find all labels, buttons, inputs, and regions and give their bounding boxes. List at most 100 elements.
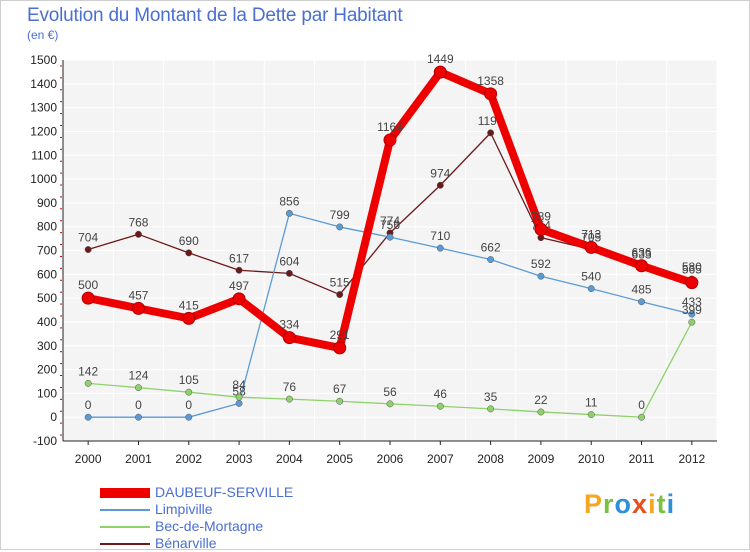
data-label: 0 xyxy=(135,398,142,412)
data-point xyxy=(185,388,193,396)
data-label: 0 xyxy=(638,398,645,412)
data-point xyxy=(336,397,344,405)
data-label: 1358 xyxy=(477,74,504,88)
data-label: 636 xyxy=(632,246,652,260)
legend-item: Bénarville xyxy=(100,535,360,552)
data-point xyxy=(638,413,645,421)
logo-letter: r xyxy=(603,489,615,519)
data-point xyxy=(235,393,243,401)
data-point xyxy=(135,230,142,238)
data-point xyxy=(638,298,645,306)
data-label: 124 xyxy=(128,369,148,383)
data-label: 704 xyxy=(78,231,98,245)
logo-letter: o xyxy=(614,489,633,519)
y-tick-label: -100 xyxy=(33,434,57,448)
data-point xyxy=(688,318,696,326)
x-tick-label: 2006 xyxy=(377,452,404,466)
data-label: 799 xyxy=(330,208,350,222)
data-label: 540 xyxy=(581,270,601,284)
logo-letter: i xyxy=(666,489,676,519)
x-tick-label: 2003 xyxy=(226,452,253,466)
data-label: 0 xyxy=(185,398,192,412)
data-point xyxy=(386,400,394,408)
data-label: 500 xyxy=(78,278,98,292)
data-point xyxy=(285,269,293,277)
data-point xyxy=(436,244,444,252)
data-label: 291 xyxy=(330,328,350,342)
data-label: 710 xyxy=(430,229,450,243)
data-label: 67 xyxy=(333,382,347,396)
data-label: 633 xyxy=(632,247,652,261)
data-label: 46 xyxy=(434,387,448,401)
x-tick-label: 2010 xyxy=(578,452,605,466)
legend-label: Bénarville xyxy=(155,535,217,551)
data-point xyxy=(587,411,595,419)
data-point xyxy=(282,331,296,345)
x-tick-label: 2004 xyxy=(276,452,303,466)
data-point xyxy=(135,384,142,392)
data-point xyxy=(436,181,444,189)
data-label: 713 xyxy=(581,227,601,241)
data-label: 433 xyxy=(682,295,702,309)
data-label: 690 xyxy=(179,234,199,248)
logo-letter: t xyxy=(656,489,667,519)
data-point xyxy=(487,256,495,263)
data-point xyxy=(84,413,92,421)
data-label: 580 xyxy=(682,260,702,274)
y-tick-label: 200 xyxy=(37,363,57,377)
y-tick-label: 600 xyxy=(37,267,57,281)
data-label: 76 xyxy=(283,380,297,394)
data-point xyxy=(185,249,193,257)
data-label: 1449 xyxy=(427,52,454,66)
data-label: 974 xyxy=(430,166,450,180)
data-point xyxy=(487,405,495,413)
data-point xyxy=(285,395,293,403)
data-point xyxy=(235,399,243,407)
data-label: 705 xyxy=(581,230,601,244)
x-tick-label: 2000 xyxy=(75,452,102,466)
data-label: 399 xyxy=(682,303,702,317)
data-point xyxy=(537,408,545,416)
data-point xyxy=(685,276,699,290)
data-label: 35 xyxy=(484,390,498,404)
legend: DAUBEUF-SERVILLE Limpiville Bec-de-Morta… xyxy=(100,484,360,552)
y-tick-label: 500 xyxy=(37,291,57,305)
data-point xyxy=(537,272,545,280)
x-tick-label: 2009 xyxy=(528,452,555,466)
data-label: 515 xyxy=(330,276,350,290)
y-tick-label: 100 xyxy=(37,386,57,400)
y-tick-label: 1300 xyxy=(30,101,57,115)
data-label: 856 xyxy=(279,194,299,208)
data-point xyxy=(84,379,92,387)
data-point xyxy=(232,292,246,306)
legend-item: Limpiville xyxy=(100,501,360,518)
data-point xyxy=(487,129,495,137)
data-point xyxy=(285,209,293,217)
data-label: 457 xyxy=(128,288,148,302)
data-point xyxy=(584,240,598,254)
y-tick-label: 1500 xyxy=(30,53,57,67)
y-tick-label: 1200 xyxy=(30,124,57,138)
data-point xyxy=(383,133,397,147)
logo-letter: i xyxy=(648,489,657,519)
logo-letter: x xyxy=(632,489,649,519)
x-tick-label: 2002 xyxy=(175,452,202,466)
data-label: 11 xyxy=(585,396,598,410)
legend-label: DAUBEUF-SERVILLE xyxy=(155,484,294,500)
data-point xyxy=(587,285,595,293)
legend-swatch xyxy=(100,526,150,528)
data-point xyxy=(135,413,142,421)
x-tick-label: 2008 xyxy=(477,452,504,466)
y-tick-label: 900 xyxy=(37,196,57,210)
chart-title: Evolution du Montant de la Dette par Hab… xyxy=(27,5,403,26)
data-label: 415 xyxy=(179,298,199,312)
data-point xyxy=(436,402,444,410)
data-label: 105 xyxy=(179,373,199,387)
data-label: 617 xyxy=(229,251,249,265)
data-label: 58 xyxy=(232,384,246,398)
x-tick-label: 2005 xyxy=(326,452,353,466)
legend-label: Bec-de-Mortagne xyxy=(155,518,264,534)
chart-subtitle: (en €) xyxy=(27,28,59,42)
x-tick-label: 2001 xyxy=(125,452,152,466)
